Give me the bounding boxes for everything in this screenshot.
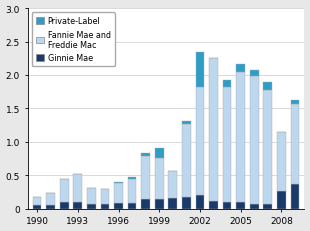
Bar xyxy=(46,206,55,209)
Bar xyxy=(209,58,218,202)
Bar xyxy=(155,148,164,158)
Bar xyxy=(114,184,123,204)
Bar xyxy=(196,196,204,209)
Bar xyxy=(128,177,136,179)
Bar xyxy=(250,70,259,76)
Legend: Private-Label, Fannie Mae and
Freddie Mac, Ginnie Mae: Private-Label, Fannie Mae and Freddie Ma… xyxy=(32,13,115,67)
Bar xyxy=(264,204,272,209)
Bar xyxy=(196,53,204,88)
Bar xyxy=(223,202,232,209)
Bar xyxy=(87,204,96,209)
Bar xyxy=(209,202,218,209)
Bar xyxy=(155,158,164,200)
Bar xyxy=(114,182,123,184)
Bar xyxy=(196,88,204,196)
Bar xyxy=(168,172,177,198)
Bar xyxy=(182,125,191,197)
Bar xyxy=(73,174,82,202)
Bar xyxy=(168,198,177,209)
Bar xyxy=(182,197,191,209)
Bar xyxy=(264,82,272,91)
Bar xyxy=(277,132,286,191)
Bar xyxy=(290,104,299,184)
Bar xyxy=(290,101,299,104)
Bar xyxy=(250,204,259,209)
Bar xyxy=(141,200,150,209)
Bar xyxy=(277,191,286,209)
Bar xyxy=(236,202,245,209)
Bar xyxy=(100,190,109,204)
Bar xyxy=(100,204,109,209)
Bar xyxy=(33,206,42,209)
Bar xyxy=(87,188,96,204)
Bar xyxy=(236,64,245,72)
Bar xyxy=(264,91,272,204)
Bar xyxy=(250,76,259,204)
Bar xyxy=(236,72,245,202)
Bar xyxy=(141,153,150,156)
Bar xyxy=(33,197,42,206)
Bar xyxy=(60,202,69,209)
Bar xyxy=(182,122,191,125)
Bar xyxy=(128,203,136,209)
Bar xyxy=(223,81,232,88)
Bar xyxy=(60,179,69,202)
Bar xyxy=(141,156,150,200)
Bar xyxy=(128,179,136,203)
Bar xyxy=(290,184,299,209)
Bar xyxy=(73,202,82,209)
Bar xyxy=(155,200,164,209)
Bar xyxy=(46,194,55,206)
Bar xyxy=(223,88,232,202)
Bar xyxy=(114,204,123,209)
